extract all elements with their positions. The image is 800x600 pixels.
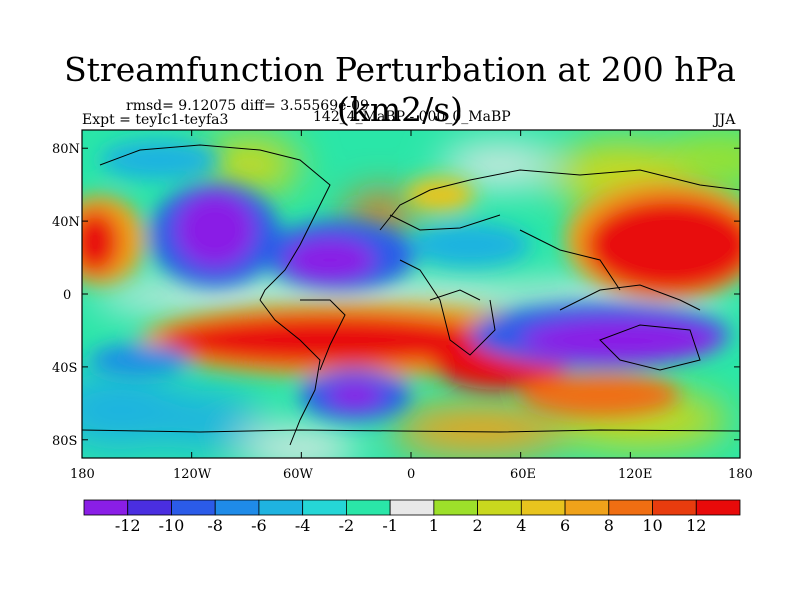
period-difference-label: 142_4_MaBP - 000_0_MaBP xyxy=(313,109,511,125)
colorbar-swatch xyxy=(652,499,697,516)
colorbar-swatch xyxy=(389,499,435,516)
colorbar-level-label: 12 xyxy=(686,516,707,535)
colorbar-swatch xyxy=(564,499,610,516)
colorbar-swatch xyxy=(520,499,566,516)
x-tick-label: 0 xyxy=(407,467,416,482)
colorbar-level-label: 6 xyxy=(559,516,571,535)
x-tick-label: 60W xyxy=(283,467,313,482)
y-tick-label: 40S xyxy=(52,361,78,376)
colorbar-swatch xyxy=(83,499,129,516)
x-tick-label: 180 xyxy=(728,467,753,482)
colorbar-swatch xyxy=(433,499,479,516)
x-tick-label: 180 xyxy=(70,467,95,482)
colorbar-swatch xyxy=(302,499,347,516)
colorbar-swatch xyxy=(345,499,391,516)
colorbar-swatch xyxy=(608,499,653,516)
colorbar-swatch xyxy=(695,499,741,516)
colorbar-level-label: -4 xyxy=(294,516,311,535)
colorbar-swatch xyxy=(258,499,304,516)
y-tick-label: 40N xyxy=(52,215,80,230)
colorbar-level-label: 8 xyxy=(603,516,614,535)
x-tick-label: 60E xyxy=(510,467,537,482)
chart-title: Streamfunction Perturbation at 200 hPa (… xyxy=(64,50,736,129)
colorbar-swatch xyxy=(477,499,522,516)
colorbar-level-label: 1 xyxy=(428,516,439,535)
season-label: JJA xyxy=(714,112,736,128)
colorbar-swatch xyxy=(127,499,172,516)
x-tick-label: 120W xyxy=(173,467,212,482)
rmsd-label: rmsd= 9.12075 diff= 3.55569e-09 xyxy=(126,98,369,114)
experiment-label: Expt = teyIc1-teyfa3 xyxy=(82,112,229,128)
colorbar-swatch xyxy=(171,499,216,516)
colorbar-level-label: -1 xyxy=(382,516,398,535)
colorbar-level-label: 4 xyxy=(516,516,527,535)
coastlines xyxy=(82,144,740,446)
y-tick-label: 80S xyxy=(52,434,78,449)
colorbar-level-label: -12 xyxy=(114,516,141,535)
colorbar-level-label: -10 xyxy=(158,516,185,535)
colorbar xyxy=(83,499,741,516)
y-tick-label: 0 xyxy=(63,288,72,303)
colorbar-level-label: -2 xyxy=(338,516,355,535)
colorbar-level-label: -6 xyxy=(251,516,267,535)
y-tick-label: 80N xyxy=(52,142,80,157)
x-tick-label: 120E xyxy=(618,467,653,482)
colorbar-level-label: -8 xyxy=(207,516,223,535)
colorbar-level-label: 10 xyxy=(642,516,663,535)
contour-field xyxy=(82,130,740,458)
colorbar-level-label: 2 xyxy=(472,516,483,535)
colorbar-swatch xyxy=(214,499,260,516)
